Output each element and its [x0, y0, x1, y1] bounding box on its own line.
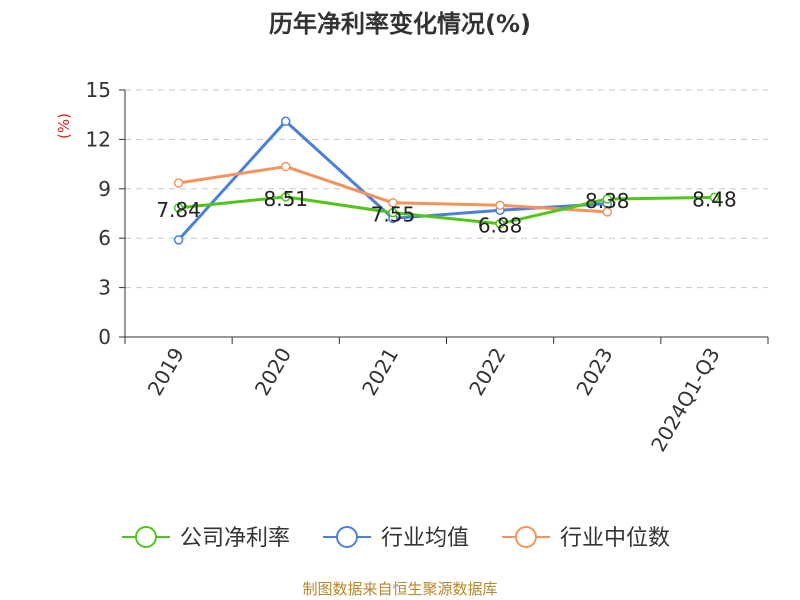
data-point	[709, 192, 720, 203]
legend-label: 行业中位数	[560, 526, 670, 551]
legend-label: 行业均值	[381, 526, 469, 551]
axes: 0 3 6 9 12 15 2019 2020 2021 2022 2023 2024Q1-Q3	[86, 78, 769, 456]
y-tick-label: 9	[98, 177, 111, 201]
legend-item-1[interactable]: 行业均值	[323, 526, 469, 551]
legend-marker	[336, 526, 358, 548]
data-point	[602, 194, 612, 204]
x-tick-label: 2021	[357, 344, 403, 400]
y-tick-label: 0	[98, 325, 111, 349]
data-label: 8.38	[585, 189, 630, 213]
data-point	[281, 116, 291, 127]
grid-lines	[125, 89, 768, 289]
chart-title: 历年净利率变化情况(%)	[269, 10, 531, 38]
y-tick-label: 15	[86, 78, 111, 102]
data-point	[281, 192, 291, 202]
data-point	[388, 198, 398, 208]
data-label: 8.51	[263, 187, 308, 211]
y-axis-label: (%)	[55, 113, 73, 139]
legend-marker	[135, 526, 157, 548]
data-point	[173, 178, 184, 188]
data-point	[173, 203, 184, 213]
data-point	[388, 207, 398, 218]
x-tick-label: 2019	[143, 344, 189, 400]
series-line-0	[178, 195, 715, 226]
y-tick-label: 12	[86, 127, 111, 151]
legend-marker	[515, 526, 537, 548]
data-point	[495, 218, 505, 229]
data-label: 8.48	[692, 187, 737, 211]
x-tick-label: 2024Q1-Q3	[646, 344, 725, 456]
data-label: 7.84	[156, 198, 201, 222]
x-tick-label: 2023	[571, 344, 617, 400]
x-tick-label: 2020	[250, 344, 296, 400]
series-lines	[173, 116, 720, 245]
legend-item-2[interactable]: 行业中位数	[502, 526, 670, 551]
y-tick-label: 6	[98, 226, 111, 250]
x-tick-label: 2022	[464, 344, 510, 400]
data-label: 6.88	[478, 214, 523, 238]
legend-label: 公司净利率	[180, 526, 290, 551]
y-tick-label: 3	[98, 276, 111, 300]
data-label: 7.55	[371, 203, 416, 227]
data-point	[173, 235, 184, 245]
data-point	[281, 161, 291, 172]
legend[interactable]: 公司净利率 行业均值 行业中位数	[122, 526, 670, 551]
data-source-note: 制图数据来自恒生聚源数据库	[302, 580, 497, 598]
data-point	[495, 200, 505, 211]
legend-item-0[interactable]: 公司净利率	[122, 526, 290, 551]
data-point	[602, 207, 612, 217]
data-labels: 7.84 8.51 7.55 6.88 8.38 8.48	[156, 187, 736, 238]
